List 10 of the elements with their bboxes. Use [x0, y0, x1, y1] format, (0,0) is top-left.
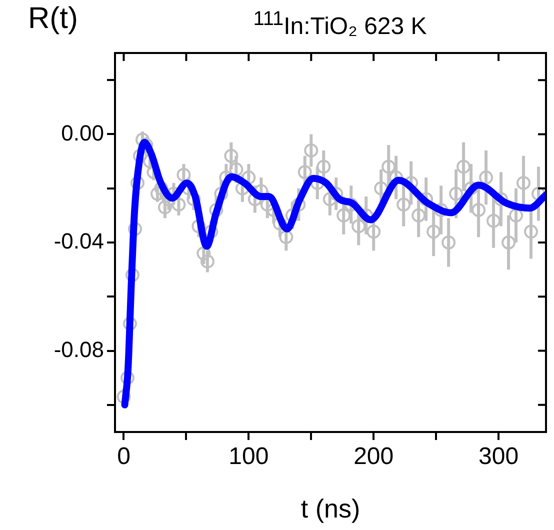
y-axis-title: R(t) [28, 2, 78, 36]
x-tick-label: 100 [228, 443, 269, 470]
x-axis-title: t (ns) [300, 494, 360, 524]
x-tick-label: 0 [117, 443, 130, 470]
y-tick-label: -0.08 [54, 336, 104, 362]
x-tick-label: 300 [478, 443, 519, 470]
x-tick-label: 200 [354, 443, 394, 470]
y-tick-label: 0.00 [61, 120, 104, 146]
y-tick-label: -0.04 [54, 228, 104, 254]
chart-title: $^{111}$In:TiO₂ 623 K [252, 8, 428, 41]
